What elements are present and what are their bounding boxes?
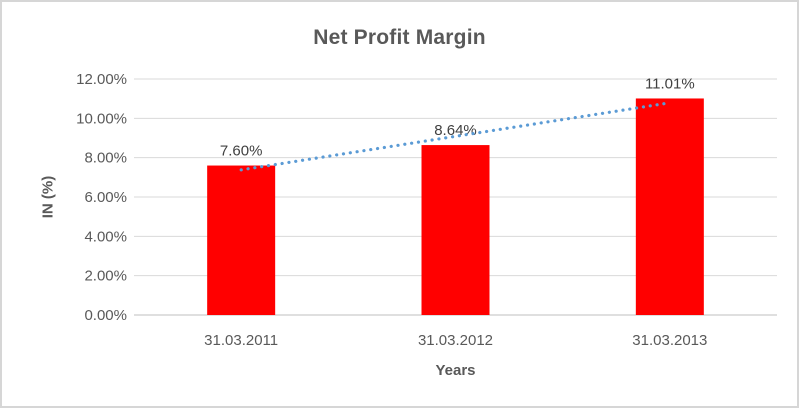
bar: [635, 98, 704, 315]
bar-data-label: 8.64%: [434, 122, 477, 139]
y-tick-label: 0.00%: [84, 307, 127, 324]
y-tick-label: 4.00%: [84, 228, 127, 245]
y-tick-label: 6.00%: [84, 189, 127, 206]
bar-data-label: 11.01%: [645, 75, 695, 92]
bar-data-label: 7.60%: [220, 143, 263, 160]
y-tick-label: 8.00%: [84, 150, 127, 167]
y-tick-label: 12.00%: [76, 71, 127, 88]
y-tick-label: 10.00%: [76, 110, 127, 127]
x-tick-label: 31.03.2011: [204, 332, 278, 349]
bar: [421, 145, 490, 315]
y-tick-label: 2.00%: [84, 268, 127, 285]
chart-title: Net Profit Margin: [313, 26, 486, 49]
bar: [207, 165, 276, 315]
x-tick-label: 31.03.2012: [418, 332, 493, 349]
x-axis-title: Years: [435, 362, 476, 379]
x-tick-label: 31.03.2013: [632, 332, 707, 349]
